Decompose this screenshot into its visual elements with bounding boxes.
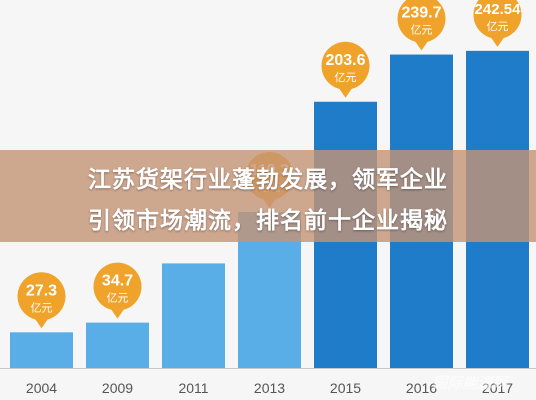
data-label: 27.3 xyxy=(26,282,57,299)
x-tick-label: 2004 xyxy=(26,380,57,396)
data-label: 203.6 xyxy=(325,52,365,69)
banner-title-line-1: 江苏货架行业蓬勃发展，领军企业 xyxy=(88,167,448,193)
bar-2004 xyxy=(10,332,73,368)
data-label: 34.7 xyxy=(102,273,133,290)
value-badge xyxy=(321,41,370,90)
x-tick-label: 2011 xyxy=(178,380,208,396)
value-badge xyxy=(93,262,142,311)
data-label-unit: 亿元 xyxy=(487,20,509,33)
value-badge xyxy=(397,0,446,43)
x-tick-label: 2017 xyxy=(482,380,513,396)
x-tick-label: 2013 xyxy=(254,380,285,396)
data-label-unit: 亿元 xyxy=(335,71,357,84)
value-badge xyxy=(17,272,66,321)
x-tick-label: 2016 xyxy=(406,380,437,396)
data-label-unit: 亿元 xyxy=(107,292,129,305)
data-label: 239.7 xyxy=(401,5,441,22)
x-tick-label: 2009 xyxy=(102,380,133,396)
x-tick-label: 2015 xyxy=(330,380,361,396)
value-badge xyxy=(473,0,522,39)
watermark: 国际能源网 xyxy=(432,374,510,392)
data-label-unit: 亿元 xyxy=(31,301,53,314)
title-banner: 江苏货架行业蓬勃发展，领军企业 引领市场潮流，排名前十企业揭秘 xyxy=(0,150,536,242)
data-label: 242.54 xyxy=(475,1,522,18)
banner-title-line-2: 引领市场潮流，排名前十企业揭秘 xyxy=(88,208,448,234)
data-label-unit: 亿元 xyxy=(411,24,433,37)
bar-2009 xyxy=(86,322,149,368)
bar-2011 xyxy=(162,263,225,368)
